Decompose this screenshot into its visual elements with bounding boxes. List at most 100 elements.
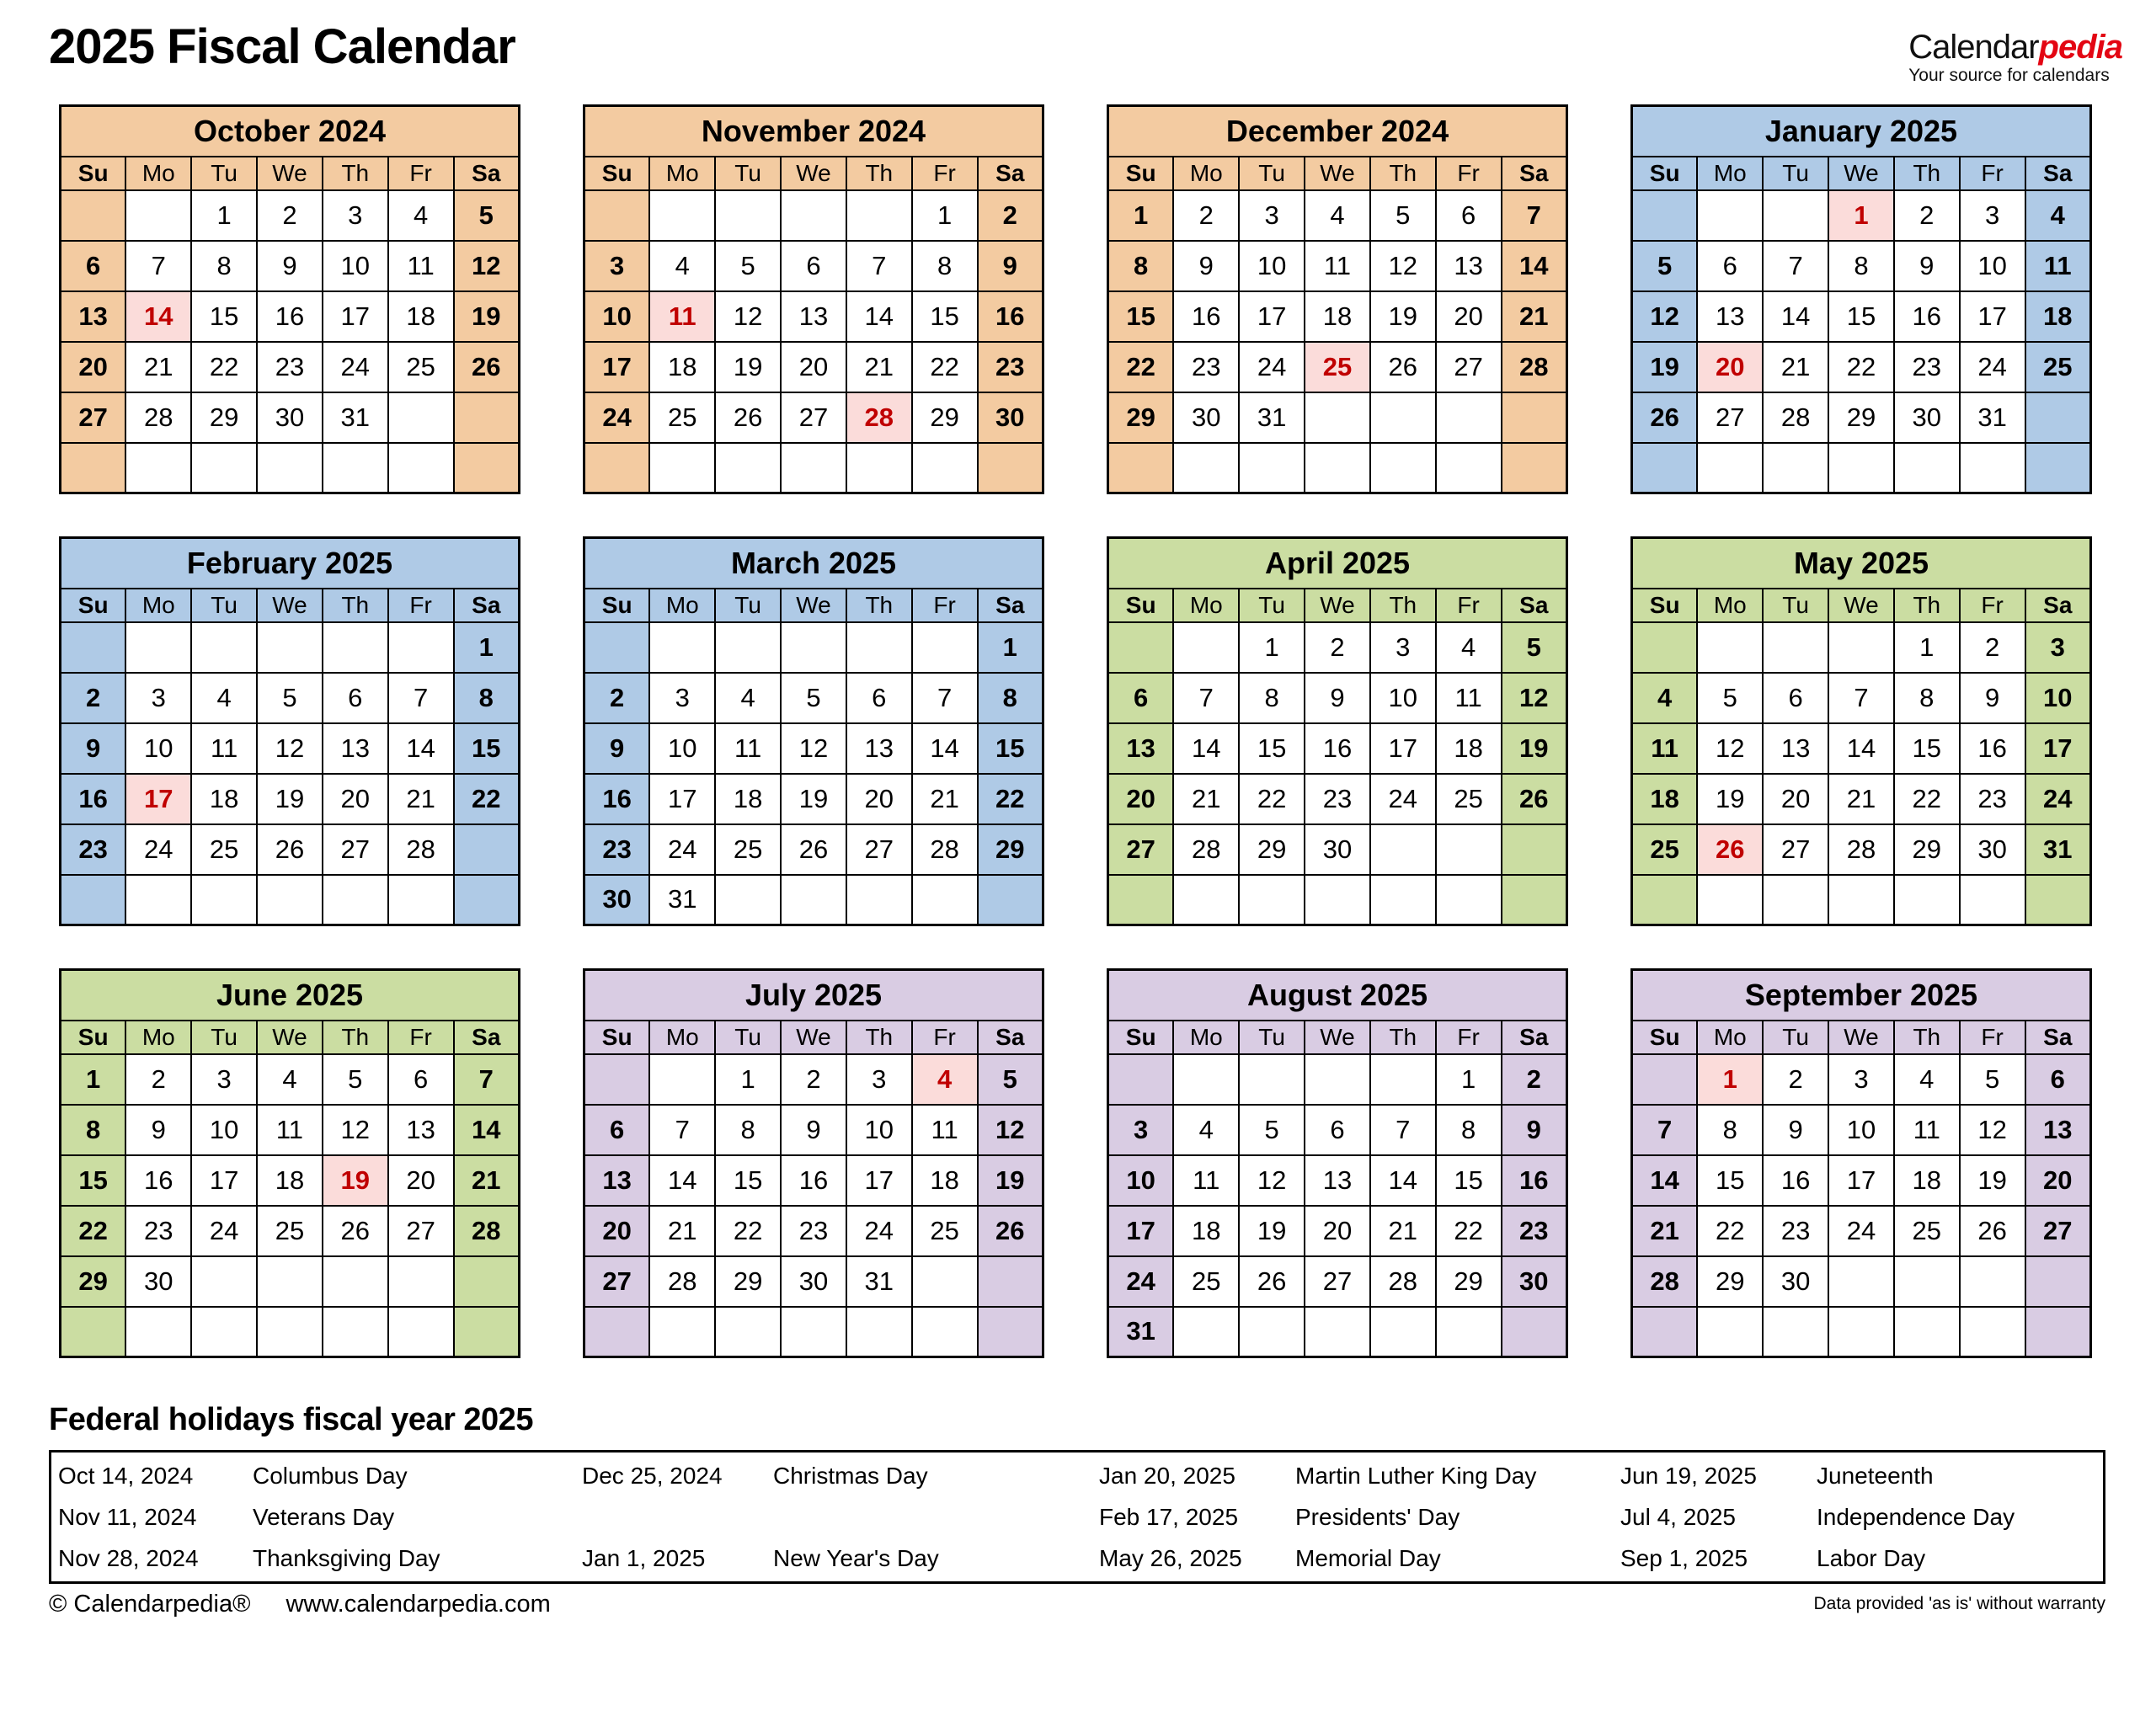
day-cell bbox=[910, 873, 979, 926]
day-cell: 23 bbox=[583, 823, 651, 876]
dow-header-su: Su bbox=[1630, 1019, 1699, 1055]
day-cell: 18 bbox=[648, 340, 717, 393]
dow-header-we: We bbox=[256, 1019, 323, 1055]
day-cell bbox=[256, 441, 323, 494]
day-cell bbox=[1172, 1053, 1241, 1106]
day-cell bbox=[1892, 873, 1961, 926]
day-cell bbox=[125, 441, 193, 494]
dow-header-tu: Tu bbox=[714, 1019, 782, 1055]
day-cell: 14 bbox=[1172, 722, 1241, 775]
day-cell: 4 bbox=[714, 671, 782, 724]
dow-header-tu: Tu bbox=[1762, 587, 1830, 623]
day-cell: 22 bbox=[910, 340, 979, 393]
federal-holidays-heading: Federal holidays fiscal year 2025 bbox=[49, 1402, 533, 1437]
day-cell: 28 bbox=[1828, 823, 1895, 876]
day-cell: 30 bbox=[976, 391, 1044, 444]
dow-header-we: We bbox=[256, 587, 323, 623]
dow-header-su: Su bbox=[1107, 155, 1175, 191]
holiday-day-cell: 28 bbox=[845, 391, 913, 444]
day-cell: 31 bbox=[1238, 391, 1306, 444]
day-cell: 30 bbox=[1892, 391, 1961, 444]
dow-header-th: Th bbox=[1369, 587, 1437, 623]
dow-header-mo: Mo bbox=[125, 1019, 193, 1055]
day-cell bbox=[1828, 873, 1895, 926]
day-cell: 17 bbox=[648, 772, 717, 825]
day-cell: 30 bbox=[256, 391, 323, 444]
day-cell bbox=[387, 873, 455, 926]
day-cell bbox=[1958, 1255, 2026, 1308]
day-cell bbox=[583, 621, 651, 674]
holiday-day-cell: 20 bbox=[1696, 340, 1764, 393]
day-cell: 12 bbox=[452, 239, 520, 292]
day-cell: 22 bbox=[1107, 340, 1175, 393]
month-title: June 2025 bbox=[59, 968, 520, 1021]
day-cell: 6 bbox=[1696, 239, 1764, 292]
day-cell bbox=[1434, 441, 1502, 494]
dow-header-mo: Mo bbox=[125, 587, 193, 623]
day-cell: 29 bbox=[1238, 823, 1306, 876]
holiday-name: New Year's Day bbox=[773, 1544, 939, 1571]
day-cell: 20 bbox=[1434, 290, 1502, 343]
day-cell: 1 bbox=[1107, 189, 1175, 242]
day-cell: 5 bbox=[1696, 671, 1764, 724]
day-cell: 1 bbox=[910, 189, 979, 242]
day-cell: 27 bbox=[1434, 340, 1502, 393]
day-cell bbox=[583, 1053, 651, 1106]
day-cell: 4 bbox=[1630, 671, 1699, 724]
holiday-date: Oct 14, 2024 bbox=[58, 1462, 194, 1489]
day-cell bbox=[1630, 441, 1699, 494]
month-january-2025: January 2025 Su Mo Tu We Th Fr Sa 1 2 3 4 5 6 7 8 9 10 11 1… bbox=[1630, 104, 2092, 494]
day-cell: 26 bbox=[1500, 772, 1568, 825]
day-cell: 22 bbox=[1828, 340, 1895, 393]
day-cell: 29 bbox=[1696, 1255, 1764, 1308]
month-title: November 2024 bbox=[583, 104, 1044, 157]
day-cell: 27 bbox=[1107, 823, 1175, 876]
month-title: March 2025 bbox=[583, 536, 1044, 589]
day-cell: 28 bbox=[1500, 340, 1568, 393]
day-cell bbox=[1630, 189, 1699, 242]
day-cell: 24 bbox=[648, 823, 717, 876]
holiday-name: Independence Day bbox=[1817, 1503, 2015, 1530]
holiday-date: Nov 11, 2024 bbox=[58, 1503, 197, 1530]
dow-header-tu: Tu bbox=[714, 155, 782, 191]
day-cell: 7 bbox=[1500, 189, 1568, 242]
day-cell bbox=[190, 1255, 259, 1308]
day-cell: 10 bbox=[1238, 239, 1306, 292]
day-cell bbox=[59, 189, 127, 242]
day-cell bbox=[1892, 1305, 1961, 1358]
day-cell: 29 bbox=[1892, 823, 1961, 876]
day-cell: 19 bbox=[1958, 1154, 2026, 1207]
day-cell: 17 bbox=[2024, 722, 2092, 775]
dow-header-we: We bbox=[1304, 587, 1371, 623]
day-cell: 15 bbox=[190, 290, 259, 343]
dow-header-tu: Tu bbox=[1238, 155, 1306, 191]
day-cell: 12 bbox=[321, 1103, 389, 1156]
day-cell: 20 bbox=[59, 340, 127, 393]
day-cell: 27 bbox=[845, 823, 913, 876]
day-cell: 6 bbox=[1434, 189, 1502, 242]
day-cell: 4 bbox=[1304, 189, 1371, 242]
day-cell bbox=[976, 1255, 1044, 1308]
day-cell: 18 bbox=[256, 1154, 323, 1207]
day-cell: 4 bbox=[256, 1053, 323, 1106]
day-cell: 15 bbox=[1238, 722, 1306, 775]
day-cell: 22 bbox=[714, 1204, 782, 1257]
day-cell: 17 bbox=[845, 1154, 913, 1207]
dow-header-tu: Tu bbox=[190, 587, 259, 623]
day-cell: 30 bbox=[1172, 391, 1241, 444]
logo-text-pedia: pedia bbox=[2038, 29, 2123, 66]
day-cell: 8 bbox=[452, 671, 520, 724]
day-cell bbox=[1892, 1255, 1961, 1308]
day-cell: 9 bbox=[256, 239, 323, 292]
day-cell: 9 bbox=[125, 1103, 193, 1156]
day-cell: 23 bbox=[1958, 772, 2026, 825]
day-cell bbox=[387, 441, 455, 494]
day-cell bbox=[1434, 1305, 1502, 1358]
day-cell: 21 bbox=[1762, 340, 1830, 393]
day-cell bbox=[648, 1053, 717, 1106]
day-cell bbox=[321, 873, 389, 926]
day-cell: 7 bbox=[125, 239, 193, 292]
day-cell bbox=[1828, 621, 1895, 674]
dow-header-tu: Tu bbox=[1238, 1019, 1306, 1055]
day-cell: 14 bbox=[1630, 1154, 1699, 1207]
